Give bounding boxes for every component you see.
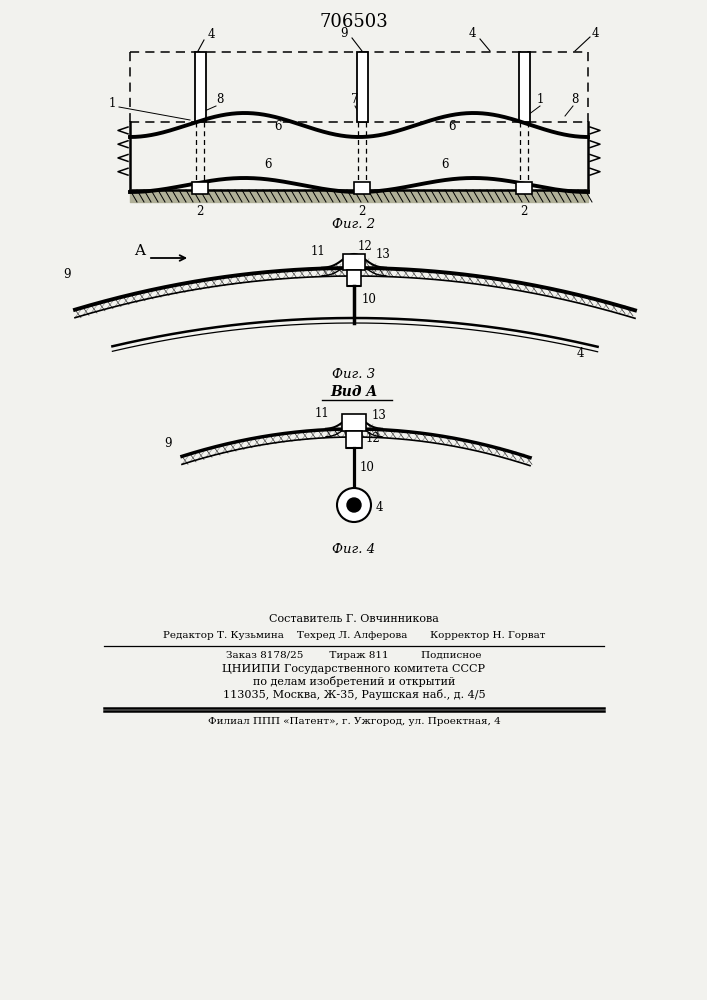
Text: Филиал ППП «Патент», г. Ужгород, ул. Проектная, 4: Филиал ППП «Патент», г. Ужгород, ул. Про… (208, 717, 501, 726)
Text: 6: 6 (274, 120, 282, 133)
Bar (516, 182, 532, 194)
Bar (192, 182, 208, 194)
Text: ЦНИИПИ Государственного комитета СССР: ЦНИИПИ Государственного комитета СССР (223, 664, 486, 674)
Text: 12: 12 (358, 240, 373, 253)
Text: 10: 10 (362, 293, 377, 306)
Text: Заказ 8178/25        Тираж 811          Подписное: Заказ 8178/25 Тираж 811 Подписное (226, 651, 481, 660)
Bar (343, 254, 365, 270)
Bar (346, 431, 362, 448)
Text: 4: 4 (592, 27, 600, 40)
Bar (342, 414, 366, 431)
Text: 9: 9 (164, 437, 172, 450)
Bar (195, 52, 206, 122)
Circle shape (347, 498, 361, 512)
Text: 6: 6 (264, 158, 271, 171)
Bar (347, 270, 361, 286)
Text: Составитель Г. Овчинникова: Составитель Г. Овчинникова (269, 614, 439, 624)
Text: 4: 4 (576, 347, 584, 360)
Text: 7: 7 (351, 93, 358, 106)
Text: Фиг. 2: Фиг. 2 (332, 218, 375, 231)
Text: 1: 1 (537, 93, 544, 106)
Text: 9: 9 (64, 268, 71, 281)
Text: 13: 13 (376, 248, 391, 261)
Text: 8: 8 (216, 93, 223, 106)
Text: 2: 2 (197, 205, 204, 218)
Text: Фиг. 3: Фиг. 3 (332, 368, 375, 381)
Bar (519, 52, 530, 122)
Text: 8: 8 (571, 93, 579, 106)
Text: 10: 10 (360, 461, 375, 474)
Circle shape (337, 488, 371, 522)
Text: 113035, Москва, Ж-35, Раушская наб., д. 4/5: 113035, Москва, Ж-35, Раушская наб., д. … (223, 689, 485, 700)
Bar (354, 182, 370, 194)
Text: 706503: 706503 (320, 13, 388, 31)
Text: 11: 11 (310, 245, 325, 258)
Text: Редактор Т. Кузьмина    Техред Л. Алферова       Корректор Н. Горват: Редактор Т. Кузьмина Техред Л. Алферова … (163, 631, 545, 640)
Text: 9: 9 (341, 27, 348, 40)
Text: 1: 1 (108, 97, 116, 110)
Bar (357, 52, 368, 122)
Text: 13: 13 (372, 409, 387, 422)
Text: 6: 6 (441, 158, 449, 171)
Text: 12: 12 (366, 432, 381, 445)
Text: 6: 6 (448, 120, 456, 133)
Text: Фиг. 4: Фиг. 4 (332, 543, 375, 556)
Text: 2: 2 (358, 205, 366, 218)
Text: по делам изобретений и открытий: по делам изобретений и открытий (253, 676, 455, 687)
Text: 4: 4 (469, 27, 476, 40)
Text: 2: 2 (520, 205, 527, 218)
Text: 11: 11 (315, 407, 329, 420)
Text: A: A (134, 244, 146, 258)
Text: Вид A: Вид A (330, 385, 378, 399)
Text: 4: 4 (208, 28, 216, 41)
Text: 4: 4 (376, 501, 383, 514)
